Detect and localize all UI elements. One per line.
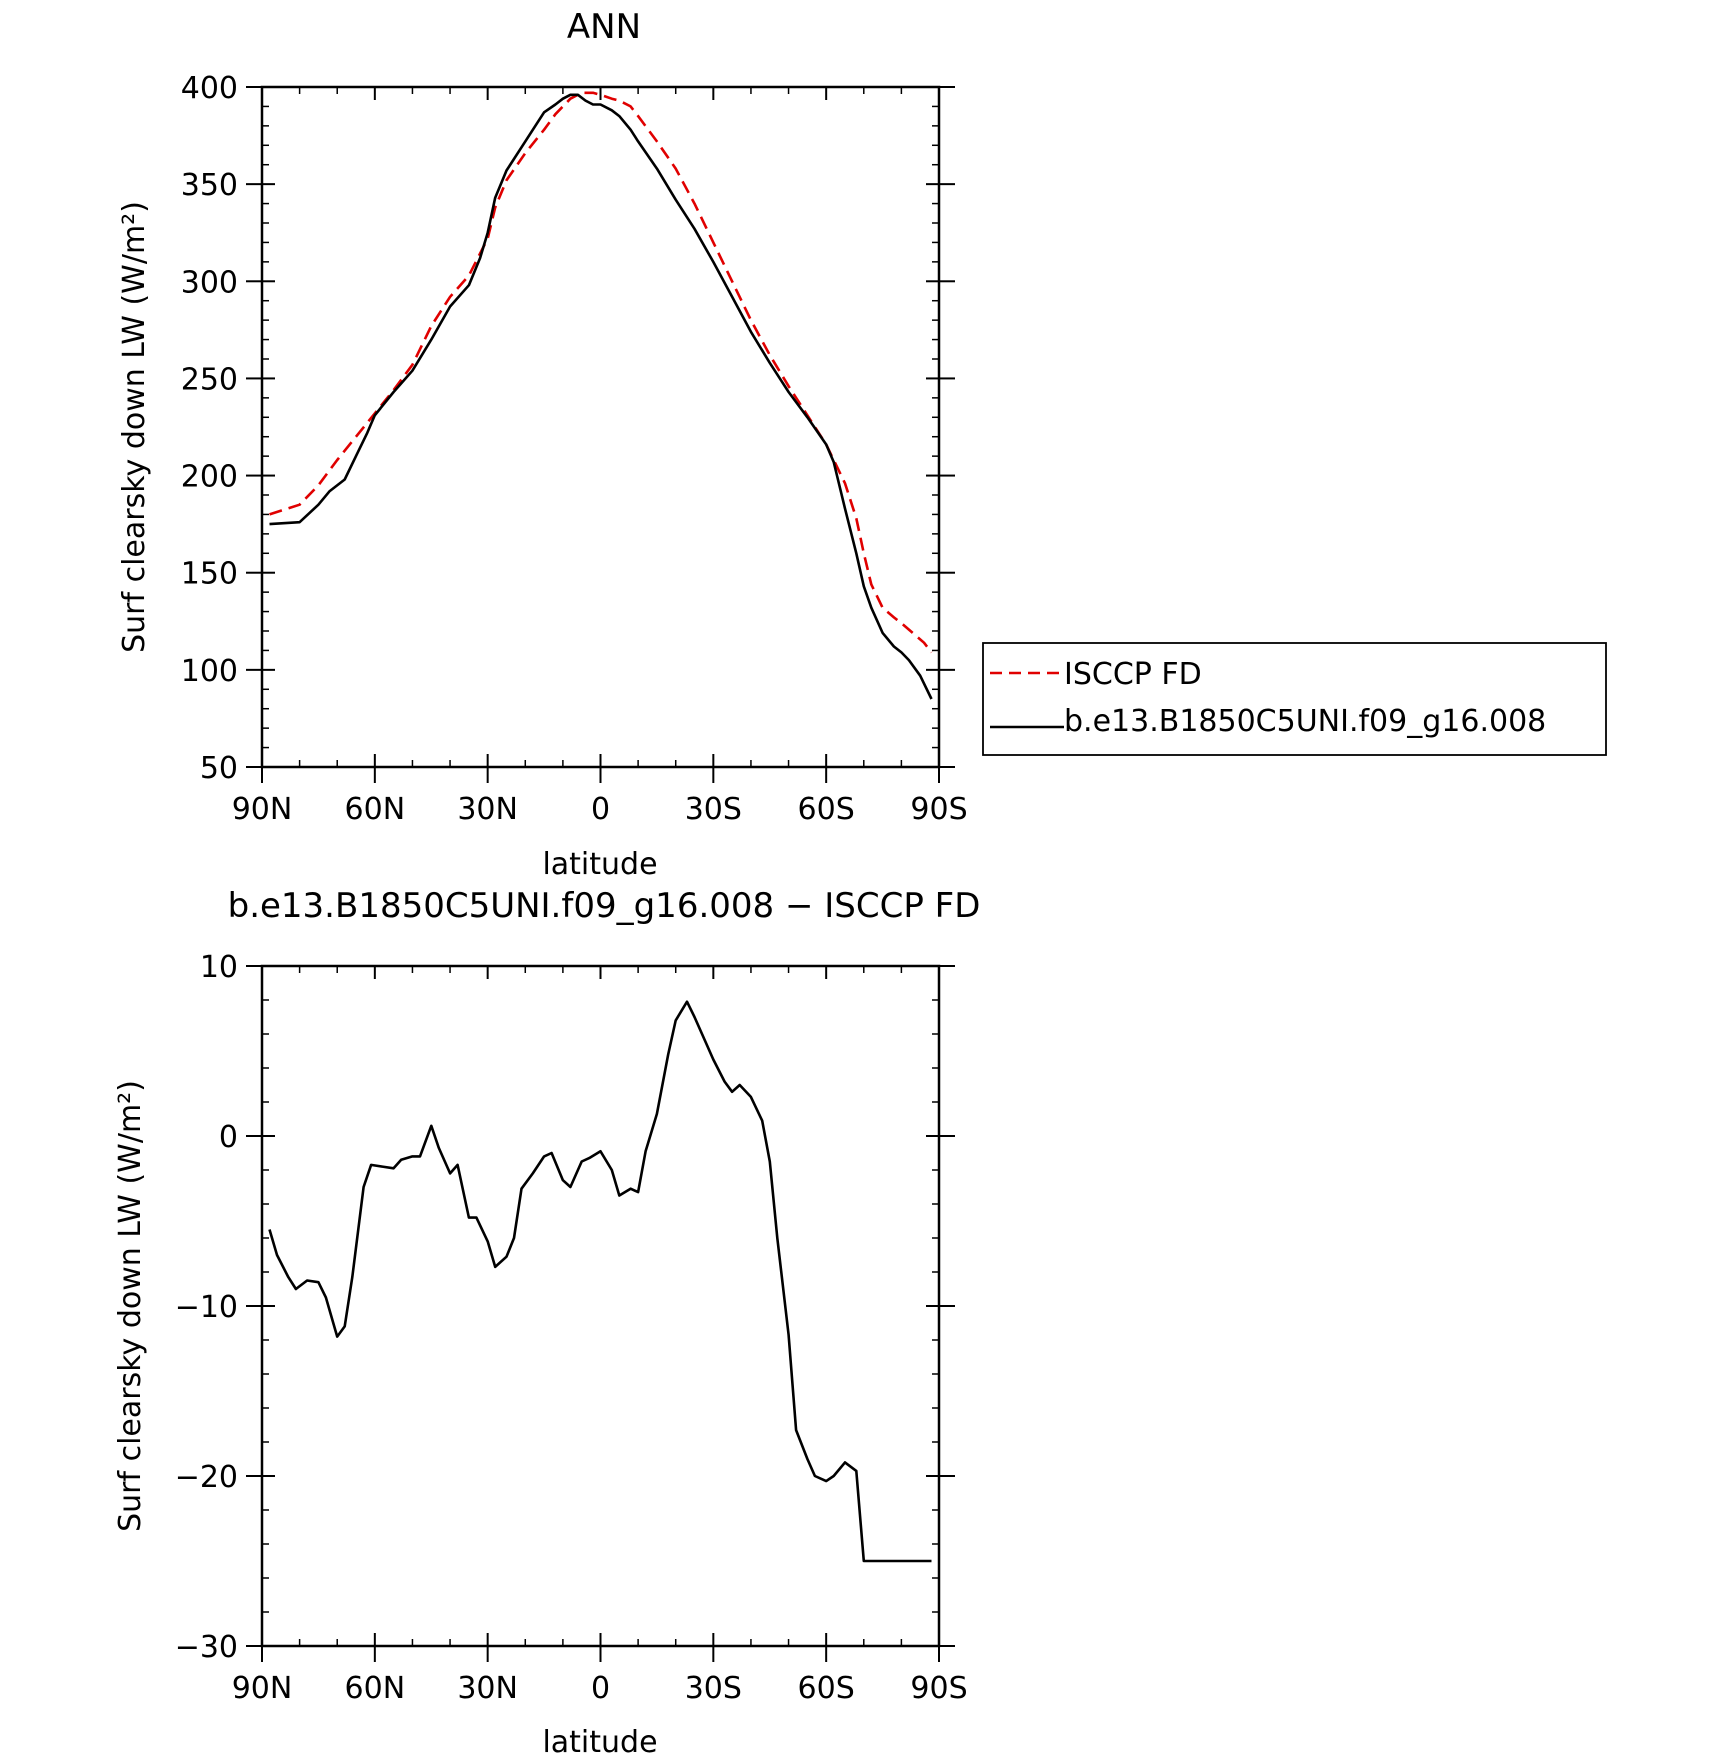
top-x-tick-label: 90S xyxy=(910,792,967,827)
top-panel: ANN 90N 60N 30N 0 30S 60S 90S 50 100 150 200 250 300… xyxy=(117,7,1607,882)
bottom-chart-title: b.e13.B1850C5UNI.f09_g16.008 − ISCCP FD xyxy=(228,886,981,926)
top-chart-title: ANN xyxy=(567,7,641,47)
top-plot-frame xyxy=(260,85,941,769)
bottom-y-axis-label: Surf clearsky down LW (W/m²) xyxy=(113,1080,148,1532)
top-y-tick-label: 150 xyxy=(181,557,238,592)
top-x-tick-label: 30S xyxy=(685,792,742,827)
top-x-tick-label: 60N xyxy=(345,792,406,827)
bottom-y-tick-label: −20 xyxy=(175,1460,238,1495)
bottom-x-axis-label: latitude xyxy=(542,1725,657,1756)
top-x-axis-label: latitude xyxy=(542,847,657,882)
bottom-plot-frame xyxy=(260,964,941,1648)
top-y-tick-label: 400 xyxy=(181,71,238,106)
bottom-series-group xyxy=(268,1000,932,1563)
legend-box xyxy=(982,642,1607,756)
top-y-tick-label: 300 xyxy=(181,265,238,300)
bottom-x-tick-label: 30S xyxy=(685,1671,742,1706)
top-y-axis-label: Surf clearsky down LW (W/m²) xyxy=(117,201,152,653)
bottom-y-tick-label: 0 xyxy=(219,1120,238,1155)
bottom-series-line-0 xyxy=(268,1000,932,1563)
legend-label-model: b.e13.B1850C5UNI.f09_g16.008 xyxy=(1064,704,1546,739)
bottom-x-tick-label: 90N xyxy=(232,1671,293,1706)
bottom-y-tick-label: 10 xyxy=(200,950,238,985)
bottom-x-tick-label: 60N xyxy=(345,1671,406,1706)
top-x-tick-label: 0 xyxy=(591,792,610,827)
bottom-y-tick-label: −30 xyxy=(175,1630,238,1665)
top-y-tick-label: 100 xyxy=(181,654,238,689)
top-series-group xyxy=(269,91,933,700)
top-y-tick-label: 200 xyxy=(181,460,238,495)
top-y-tick-label: 250 xyxy=(181,362,238,397)
bottom-x-tick-label: 60S xyxy=(798,1671,855,1706)
top-y-tick-label: 50 xyxy=(200,751,238,786)
legend: ISCCP FD b.e13.B1850C5UNI.f09_g16.008 xyxy=(982,642,1607,756)
top-x-tick-label: 90N xyxy=(232,792,293,827)
legend-label-isccp-fd: ISCCP FD xyxy=(1064,657,1202,692)
top-y-tick-label: 350 xyxy=(181,168,238,203)
bottom-x-tick-label: 0 xyxy=(591,1671,610,1706)
top-x-tick-label: 30N xyxy=(457,792,518,827)
bottom-panel: b.e13.B1850C5UNI.f09_g16.008 − ISCCP FD … xyxy=(113,886,980,1756)
top-x-tick-label: 60S xyxy=(798,792,855,827)
bottom-axis-ticks: 90N 60N 30N 0 30S 60S 90S 10 0 −10 −20 −30 xyxy=(175,950,968,1706)
bottom-x-tick-label: 30N xyxy=(457,1671,518,1706)
bottom-y-tick-label: −10 xyxy=(175,1290,238,1325)
top-series-line-0 xyxy=(269,91,933,654)
top-series-line-1 xyxy=(269,93,933,700)
bottom-x-tick-label: 90S xyxy=(910,1671,967,1706)
